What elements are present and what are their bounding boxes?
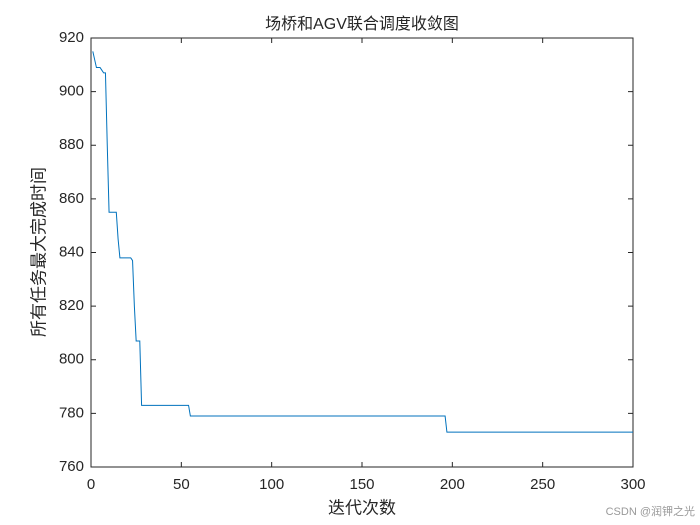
y-tick-label: 840 [59,243,84,260]
data-line [92,51,633,433]
y-axis-label: 所有任务最大完成时间 [30,167,50,337]
x-tick-label: 150 [349,476,374,493]
x-tick-label: 200 [440,476,465,493]
x-tick-label: 250 [530,476,555,493]
y-tick-label: 760 [59,458,84,475]
y-tick-label: 860 [59,190,84,207]
x-tick-label: 0 [87,476,95,493]
y-tick-label: 900 [59,83,84,100]
chart-title: 场桥和AGV联合调度收敛图 [265,15,459,33]
y-tick-label: 820 [59,297,84,314]
x-tick-label: 300 [620,476,645,493]
x-tick-label: 100 [259,476,284,493]
y-tick-label: 800 [59,351,84,368]
y-tick-label: 780 [59,404,84,421]
y-tick-label: 880 [59,136,84,153]
x-axis-label: 迭代次数 [328,499,396,519]
watermark: CSDN @润钾之光 [606,504,695,518]
y-tick-label: 920 [59,29,84,46]
x-tick-label: 50 [173,476,190,493]
